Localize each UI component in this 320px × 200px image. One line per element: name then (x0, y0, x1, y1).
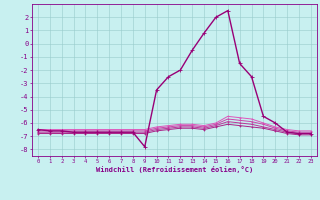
X-axis label: Windchill (Refroidissement éolien,°C): Windchill (Refroidissement éolien,°C) (96, 166, 253, 173)
